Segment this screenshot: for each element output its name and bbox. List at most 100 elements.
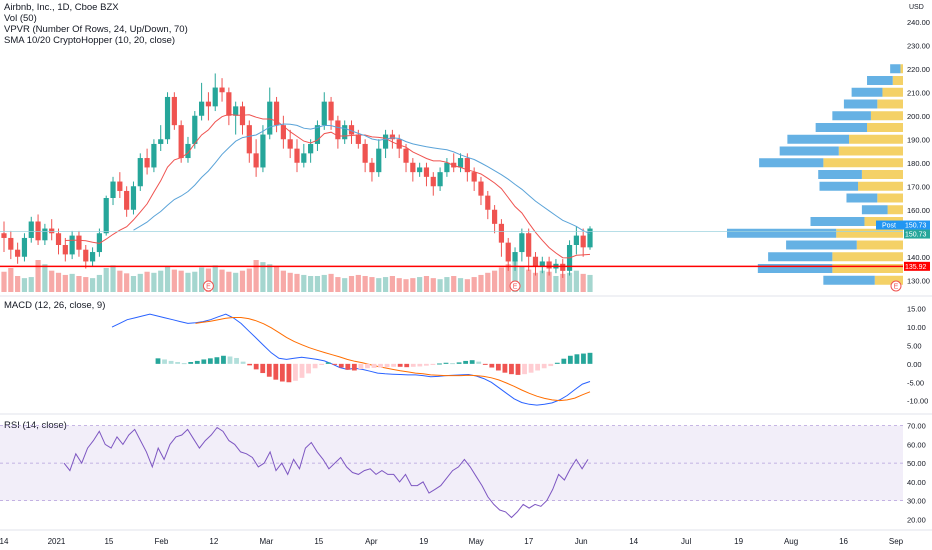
macd-histogram-bar: [528, 363, 534, 373]
volume-bar: [355, 274, 361, 292]
candle-body: [573, 235, 579, 245]
macd-histogram-bar: [201, 359, 207, 364]
volume-bar: [478, 274, 484, 292]
macd-histogram-bar: [417, 363, 423, 367]
macd-histogram-bar: [338, 363, 344, 368]
volume-bar: [492, 270, 498, 292]
price-tick-label: 180.00: [907, 159, 930, 168]
candle-body: [117, 181, 123, 191]
candle-body: [287, 139, 293, 149]
candle-body: [273, 101, 280, 126]
candle-body: [178, 125, 184, 159]
vpvr-up-bar: [815, 123, 868, 132]
candle-body: [423, 167, 430, 177]
macd-tick-label: -5.00: [907, 378, 924, 387]
price-tick-label: 230.00: [907, 41, 930, 50]
volume-bar: [164, 266, 171, 292]
macd-histogram-bar: [574, 354, 580, 364]
candle-body: [226, 92, 232, 116]
macd-histogram-bar: [345, 363, 351, 370]
candle-body: [580, 235, 586, 248]
volume-bar: [260, 262, 266, 292]
macd-line: [111, 313, 591, 406]
volume-bar: [519, 266, 525, 292]
macd-histogram-bar: [489, 363, 495, 368]
volume-bar: [117, 270, 123, 292]
macd-histogram-bar: [155, 358, 161, 364]
vpvr-down-bar: [882, 87, 903, 97]
x-tick-label: Jun: [575, 537, 588, 546]
candle-body: [587, 228, 593, 248]
volume-bar: [280, 270, 286, 292]
vpvr-down-bar: [877, 99, 903, 109]
candle-body: [464, 158, 470, 173]
candlesticks: [1, 73, 593, 278]
macd-tick-label: -10.00: [907, 397, 928, 406]
candle-body: [362, 143, 368, 163]
candle-body: [321, 101, 327, 126]
macd-histogram-bar: [502, 363, 508, 373]
price-tick-label: 160.00: [907, 206, 930, 215]
volume-bars: [1, 260, 593, 292]
candle-body: [342, 125, 348, 140]
volume-bar: [192, 271, 198, 292]
candle-body: [498, 223, 505, 243]
vpvr-up-bar: [861, 205, 888, 215]
volume-bar: [437, 279, 443, 292]
volume-indicator-label[interactable]: Vol (50): [4, 13, 37, 24]
vpvr-down-bar: [832, 264, 903, 273]
macd-histogram-bar: [247, 363, 253, 366]
candle-body: [124, 190, 130, 210]
vpvr-down-bar: [836, 228, 903, 238]
candle-body: [171, 96, 177, 126]
sma-indicator-label[interactable]: SMA 10/20 CryptoHopper (10, 20, close): [4, 35, 176, 46]
chart-legend: Airbnb, Inc., 1D, Cboe BZX Vol (50) VPVR…: [4, 2, 188, 46]
candle-body: [89, 252, 96, 262]
candle-body: [376, 148, 382, 173]
volume-bar: [233, 272, 239, 292]
volume-bar: [76, 276, 82, 292]
volume-bar: [512, 260, 518, 292]
candle-body: [212, 87, 218, 107]
vpvr-indicator-label[interactable]: VPVR (Number Of Rows, 24, Up/Down, 70): [4, 24, 188, 35]
macd-legend[interactable]: MACD (12, 26, close, 9): [4, 300, 106, 311]
candle-body: [253, 153, 259, 168]
volume-bar: [144, 271, 150, 292]
macd-tick-label: 15.00: [907, 305, 926, 314]
macd-histogram-bar: [286, 363, 292, 383]
candle-body: [76, 235, 82, 250]
vpvr-up-bar: [810, 217, 865, 226]
x-tick-label: 14: [0, 537, 9, 546]
volume-bar: [566, 272, 573, 292]
vpvr-down-bar: [892, 76, 903, 85]
vpvr-up-bar: [823, 275, 875, 285]
vpvr-down-bar: [838, 146, 903, 156]
volume-bar: [42, 264, 48, 292]
candle-body: [560, 263, 566, 271]
rsi-legend[interactable]: RSI (14, close): [4, 420, 67, 431]
candle-body: [478, 181, 484, 196]
earnings-letter: E: [894, 284, 899, 291]
volume-bar: [124, 273, 130, 292]
chart-title: Airbnb, Inc., 1D, Cboe BZX: [4, 2, 119, 13]
x-tick-label: May: [469, 537, 484, 546]
vpvr-up-bar: [843, 99, 878, 109]
candle-body: [35, 221, 41, 241]
vpvr-down-bar: [870, 111, 903, 121]
volume-bar: [199, 267, 205, 292]
volume-bar: [178, 270, 184, 292]
vpvr-up-bar: [757, 264, 833, 273]
volume-bar: [382, 277, 389, 292]
price-tick-label: 220.00: [907, 65, 930, 74]
x-tick-label: Mar: [259, 537, 273, 546]
candle-body: [69, 235, 75, 255]
volume-bar: [253, 260, 259, 292]
volume-bar: [96, 274, 102, 292]
candle-body: [389, 134, 395, 140]
candle-body: [532, 256, 539, 267]
vpvr-up-bar: [818, 170, 862, 179]
x-tick-label: Jul: [681, 537, 691, 546]
sma-lines: [0, 113, 903, 268]
vpvr-up-bar: [851, 87, 883, 97]
